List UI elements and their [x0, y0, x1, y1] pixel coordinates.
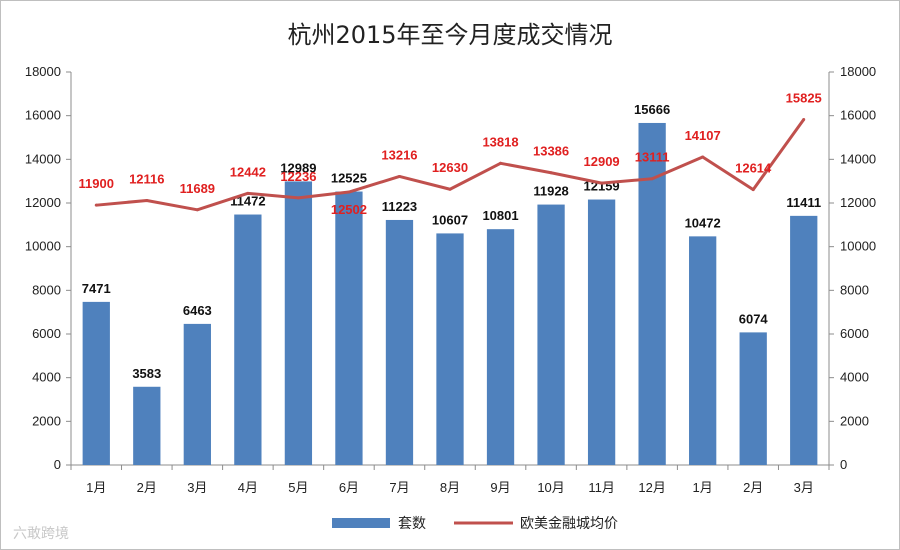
y-tick-label-right: 2000 — [840, 413, 869, 428]
x-tick-label: 3月 — [187, 480, 207, 495]
line-point — [397, 174, 401, 178]
bar-data-label: 11411 — [786, 195, 821, 210]
bar-data-label: 15666 — [634, 102, 670, 117]
line-point — [448, 187, 452, 191]
y-tick-label-left: 2000 — [32, 413, 61, 428]
y-tick-label-left: 12000 — [25, 195, 61, 210]
line-data-label: 12442 — [230, 164, 266, 179]
legend-bar-label: 套数 — [398, 516, 426, 532]
line-point — [650, 177, 654, 181]
line-point — [145, 198, 149, 202]
bar — [790, 215, 818, 465]
line-data-label: 12630 — [432, 160, 468, 175]
line-point — [600, 181, 604, 185]
y-tick-label-left: 14000 — [25, 151, 61, 166]
bar — [486, 229, 515, 465]
y-tick-label-left: 4000 — [32, 370, 61, 385]
x-tick-label: 5月 — [288, 480, 308, 495]
bar-data-label: 7471 — [82, 281, 111, 296]
x-tick-label: 1月 — [693, 480, 713, 495]
line-point — [296, 196, 300, 200]
y-tick-label-left: 16000 — [25, 108, 61, 123]
bar — [739, 332, 767, 465]
line-data-label: 13818 — [482, 134, 518, 149]
bar — [587, 199, 616, 465]
bar-data-label: 12525 — [331, 171, 367, 186]
y-tick-label-right: 14000 — [840, 151, 876, 166]
bar — [234, 214, 262, 465]
y-tick-label-right: 8000 — [840, 282, 869, 297]
bar-data-label: 3583 — [132, 366, 161, 381]
x-tick-label: 11月 — [588, 480, 615, 495]
y-tick-label-right: 12000 — [840, 195, 876, 210]
x-tick-label: 4月 — [238, 480, 258, 495]
legend-bar-swatch — [332, 518, 390, 528]
x-tick-label: 12月 — [638, 480, 665, 495]
bar — [436, 233, 464, 465]
y-tick-label-left: 0 — [54, 457, 61, 472]
y-tick-label-left: 10000 — [25, 239, 61, 254]
bar-data-label: 10801 — [482, 208, 518, 223]
y-tick-label-right: 6000 — [840, 326, 869, 341]
line-data-label: 14107 — [685, 128, 721, 143]
line-point — [347, 190, 351, 194]
bar-data-label: 10607 — [432, 212, 468, 227]
x-tick-label: 2月 — [743, 480, 763, 495]
y-tick-label-right: 18000 — [840, 64, 876, 79]
y-tick-label-left: 6000 — [32, 326, 61, 341]
line-data-label: 12909 — [584, 154, 620, 169]
line-data-label: 11900 — [79, 176, 114, 191]
bar — [133, 386, 161, 465]
bar — [537, 204, 565, 465]
line-data-label: 15825 — [786, 90, 822, 105]
x-tick-label: 10月 — [537, 480, 564, 495]
y-tick-label-left: 18000 — [25, 64, 61, 79]
bar — [689, 236, 717, 465]
bar-data-label: 6463 — [183, 303, 212, 318]
line-point — [246, 191, 250, 195]
line-point — [195, 208, 199, 212]
line-data-label: 12116 — [129, 171, 164, 186]
bar-data-label: 11928 — [533, 184, 568, 199]
x-tick-label: 9月 — [490, 480, 510, 495]
x-tick-label: 6月 — [339, 480, 359, 495]
y-tick-label-right: 16000 — [840, 108, 876, 123]
legend-line-label: 欧美金融城均价 — [520, 516, 618, 532]
line-data-label: 12614 — [735, 161, 772, 176]
bar — [385, 219, 414, 465]
line-point — [751, 188, 755, 192]
x-tick-label: 7月 — [389, 480, 409, 495]
bar-data-label: 10472 — [685, 215, 721, 230]
bar-data-label: 11223 — [382, 199, 417, 214]
line-data-label: 12502 — [331, 202, 367, 217]
line-data-label: 11689 — [180, 181, 215, 196]
x-tick-label: 8月 — [440, 480, 460, 495]
watermark: 六敢跨境 — [13, 526, 69, 542]
bar-data-label: 6074 — [739, 311, 769, 326]
line-data-label: 13386 — [533, 144, 569, 159]
x-tick-label: 1月 — [86, 480, 106, 495]
y-tick-label-right: 0 — [840, 457, 847, 472]
line-data-label: 13216 — [381, 147, 417, 162]
line-data-label: 12236 — [280, 169, 316, 184]
bar — [82, 301, 110, 465]
line-point — [802, 117, 806, 121]
line-point — [499, 161, 503, 165]
bar — [335, 191, 363, 465]
bar — [183, 323, 211, 465]
y-tick-label-right: 10000 — [840, 239, 876, 254]
line-point — [701, 155, 705, 159]
y-tick-label-right: 4000 — [840, 370, 869, 385]
y-tick-label-left: 8000 — [32, 282, 61, 297]
line-point — [549, 171, 553, 175]
x-tick-label: 2月 — [137, 480, 157, 495]
line-data-label: 13111 — [635, 150, 670, 165]
chart-title: 杭州2015年至今月度成交情况 — [287, 21, 613, 49]
bar-data-label: 12989 — [280, 160, 316, 175]
x-tick-label: 3月 — [794, 480, 814, 495]
line-point — [94, 203, 98, 207]
bar — [284, 181, 313, 465]
